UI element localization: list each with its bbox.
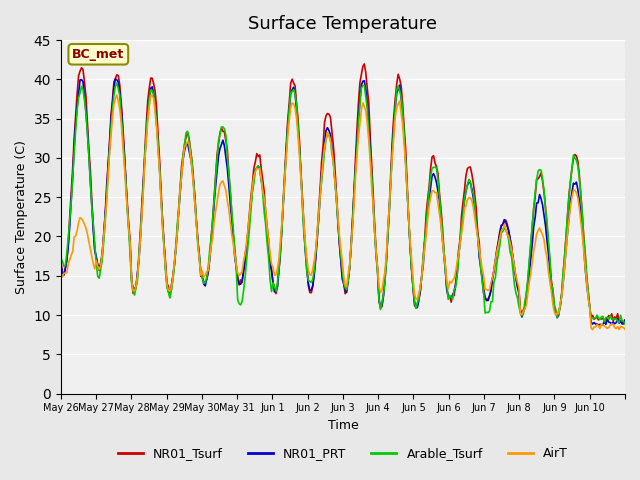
- Legend: NR01_Tsurf, NR01_PRT, Arable_Tsurf, AirT: NR01_Tsurf, NR01_PRT, Arable_Tsurf, AirT: [113, 442, 573, 465]
- Title: Surface Temperature: Surface Temperature: [248, 15, 438, 33]
- AirT: [620, 324, 627, 330]
- NR01_PRT: [545, 251, 552, 256]
- NR01_PRT: [349, 220, 356, 226]
- NR01_Tsurf: [348, 241, 355, 247]
- NR01_Tsurf: [618, 317, 626, 323]
- Arable_Tsurf: [94, 274, 102, 279]
- NR01_PRT: [76, 77, 84, 83]
- AirT: [349, 225, 356, 230]
- Arable_Tsurf: [57, 255, 65, 261]
- NR01_PRT: [94, 262, 102, 268]
- Line: AirT: AirT: [61, 95, 625, 330]
- AirT: [545, 269, 552, 275]
- Arable_Tsurf: [621, 321, 629, 327]
- AirT: [94, 263, 102, 269]
- Arable_Tsurf: [461, 196, 468, 202]
- NR01_Tsurf: [461, 187, 468, 193]
- AirT: [76, 215, 84, 221]
- NR01_Tsurf: [620, 321, 627, 327]
- NR01_Tsurf: [360, 61, 368, 67]
- NR01_PRT: [111, 76, 119, 82]
- NR01_PRT: [595, 322, 602, 328]
- Line: Arable_Tsurf: Arable_Tsurf: [61, 83, 625, 324]
- X-axis label: Time: Time: [328, 419, 358, 432]
- NR01_PRT: [620, 320, 627, 326]
- NR01_PRT: [461, 198, 468, 204]
- Arable_Tsurf: [76, 90, 84, 96]
- AirT: [57, 271, 65, 276]
- NR01_Tsurf: [76, 68, 84, 74]
- Arable_Tsurf: [545, 238, 552, 243]
- AirT: [589, 327, 596, 333]
- Line: NR01_Tsurf: NR01_Tsurf: [61, 64, 625, 324]
- Arable_Tsurf: [618, 318, 626, 324]
- AirT: [621, 326, 629, 332]
- NR01_PRT: [621, 317, 629, 323]
- Y-axis label: Surface Temperature (C): Surface Temperature (C): [15, 140, 28, 294]
- AirT: [113, 92, 121, 98]
- Text: BC_met: BC_met: [72, 48, 124, 61]
- NR01_PRT: [57, 262, 65, 268]
- NR01_Tsurf: [621, 317, 629, 323]
- AirT: [461, 205, 468, 211]
- NR01_Tsurf: [545, 242, 552, 248]
- NR01_Tsurf: [94, 263, 102, 268]
- NR01_Tsurf: [57, 259, 65, 264]
- Line: NR01_PRT: NR01_PRT: [61, 79, 625, 325]
- Arable_Tsurf: [113, 80, 121, 86]
- Arable_Tsurf: [349, 224, 356, 229]
